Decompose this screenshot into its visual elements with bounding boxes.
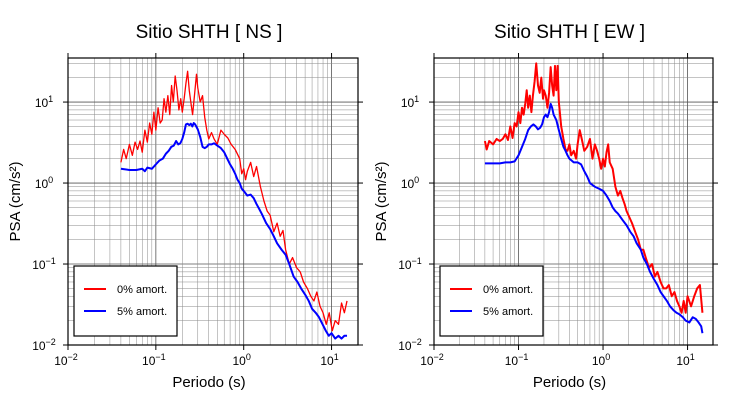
y-tick-label: 100: [401, 175, 419, 191]
series-line-blue: [484, 102, 704, 334]
series-line-blue: [120, 122, 348, 340]
x-axis-label: Periodo (s): [533, 374, 606, 391]
y-tick-label: 101: [35, 94, 53, 110]
x-tick-label: 101: [676, 352, 694, 368]
y-axis-label: PSA (cm/s²): [7, 161, 24, 241]
x-tick-label: 100: [233, 352, 251, 368]
x-tick-label: 10−2: [54, 352, 78, 368]
y-tick-label: 10−2: [398, 337, 422, 353]
y-tick-label: 10−1: [398, 256, 422, 272]
legend-label: 0% amort.: [117, 284, 167, 296]
y-axis-label: PSA (cm/s²): [373, 161, 390, 241]
chart-panel-2: 10−2 10−1 100 101 10−2 10−1 100 101 Sitio SHTH […: [373, 22, 718, 391]
y-tick-label: 10−1: [32, 256, 56, 272]
plot-frame: [433, 57, 714, 346]
legend: 0% amort. 5% amort.: [439, 265, 544, 337]
y-tick-label: 10−2: [32, 337, 56, 353]
series-line-red: [483, 62, 704, 314]
legend-label: 5% amort.: [483, 306, 533, 318]
legend: 0% amort. 5% amort.: [73, 265, 178, 337]
y-tick-label: 101: [401, 94, 419, 110]
legend-label: 5% amort.: [117, 306, 167, 318]
x-tick-label: 10−1: [142, 352, 166, 368]
legend-label: 0% amort.: [483, 284, 533, 296]
legend-box: [73, 265, 178, 337]
legend-box: [439, 265, 544, 337]
x-tick-label: 10−2: [420, 352, 444, 368]
x-tick-label: 101: [320, 352, 338, 368]
chart-title: Sitio SHTH [ NS ]: [136, 22, 283, 43]
x-axis-label: Periodo (s): [172, 374, 245, 391]
plot-frame: [67, 57, 359, 346]
x-tick-label: 100: [592, 352, 610, 368]
x-tick-label: 10−1: [505, 352, 529, 368]
series-line-red: [120, 70, 348, 332]
chart-panel-1: 10−2 10−1 100 101 10−2 10−1 100 101 Sitio SHTH […: [7, 22, 363, 391]
chart-title: Sitio SHTH [ EW ]: [494, 22, 645, 43]
y-tick-label: 100: [35, 175, 53, 191]
